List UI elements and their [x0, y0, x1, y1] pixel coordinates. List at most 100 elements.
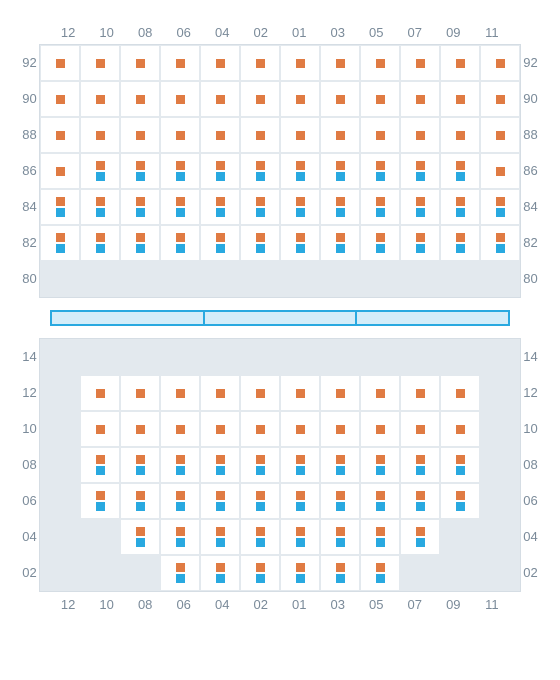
- seat-cell[interactable]: [160, 483, 200, 519]
- seat-cell[interactable]: [440, 483, 480, 519]
- seat-cell[interactable]: [440, 411, 480, 447]
- seat-cell[interactable]: [280, 483, 320, 519]
- seat-cell[interactable]: [280, 225, 320, 261]
- seat-cell[interactable]: [360, 519, 400, 555]
- seat-cell[interactable]: [280, 45, 320, 81]
- seat-cell[interactable]: [200, 555, 240, 591]
- seat-cell[interactable]: [440, 117, 480, 153]
- seat-cell[interactable]: [120, 483, 160, 519]
- seat-cell[interactable]: [440, 153, 480, 189]
- seat-cell[interactable]: [440, 225, 480, 261]
- seat-cell[interactable]: [400, 375, 440, 411]
- seat-cell[interactable]: [240, 411, 280, 447]
- seat-cell[interactable]: [120, 411, 160, 447]
- seat-cell[interactable]: [200, 411, 240, 447]
- seat-cell[interactable]: [240, 375, 280, 411]
- seat-cell[interactable]: [160, 45, 200, 81]
- seat-cell[interactable]: [200, 153, 240, 189]
- seat-cell[interactable]: [400, 117, 440, 153]
- seat-cell[interactable]: [360, 555, 400, 591]
- seat-cell[interactable]: [240, 81, 280, 117]
- seat-cell[interactable]: [160, 189, 200, 225]
- seat-cell[interactable]: [40, 189, 80, 225]
- seat-cell[interactable]: [280, 153, 320, 189]
- seat-cell[interactable]: [80, 375, 120, 411]
- seat-cell[interactable]: [320, 153, 360, 189]
- seat-cell[interactable]: [280, 375, 320, 411]
- seat-cell[interactable]: [80, 153, 120, 189]
- seat-cell[interactable]: [240, 555, 280, 591]
- seat-cell[interactable]: [360, 447, 400, 483]
- seat-cell[interactable]: [160, 225, 200, 261]
- seat-cell[interactable]: [200, 483, 240, 519]
- seat-cell[interactable]: [280, 411, 320, 447]
- seat-cell[interactable]: [200, 189, 240, 225]
- seat-cell[interactable]: [360, 483, 400, 519]
- seat-cell[interactable]: [160, 519, 200, 555]
- seat-cell[interactable]: [240, 189, 280, 225]
- seat-cell[interactable]: [320, 81, 360, 117]
- seat-cell[interactable]: [280, 519, 320, 555]
- seat-cell[interactable]: [320, 483, 360, 519]
- seat-cell[interactable]: [80, 45, 120, 81]
- seat-cell[interactable]: [440, 81, 480, 117]
- seat-cell[interactable]: [320, 411, 360, 447]
- seat-cell[interactable]: [360, 81, 400, 117]
- seat-cell[interactable]: [40, 45, 80, 81]
- seat-cell[interactable]: [200, 117, 240, 153]
- seat-cell[interactable]: [120, 189, 160, 225]
- seat-cell[interactable]: [240, 45, 280, 81]
- seat-cell[interactable]: [400, 447, 440, 483]
- seat-cell[interactable]: [360, 117, 400, 153]
- seat-cell[interactable]: [160, 81, 200, 117]
- seat-cell[interactable]: [200, 81, 240, 117]
- seat-cell[interactable]: [280, 447, 320, 483]
- seat-cell[interactable]: [40, 153, 80, 189]
- seat-cell[interactable]: [80, 189, 120, 225]
- seat-cell[interactable]: [240, 519, 280, 555]
- seat-cell[interactable]: [280, 189, 320, 225]
- seat-cell[interactable]: [400, 225, 440, 261]
- seat-cell[interactable]: [400, 153, 440, 189]
- seat-cell[interactable]: [120, 45, 160, 81]
- seat-cell[interactable]: [160, 447, 200, 483]
- seat-cell[interactable]: [480, 225, 520, 261]
- seat-cell[interactable]: [320, 555, 360, 591]
- seat-cell[interactable]: [160, 411, 200, 447]
- seat-cell[interactable]: [400, 81, 440, 117]
- seat-cell[interactable]: [440, 189, 480, 225]
- seat-cell[interactable]: [320, 375, 360, 411]
- seat-cell[interactable]: [120, 225, 160, 261]
- seat-cell[interactable]: [360, 375, 400, 411]
- seat-cell[interactable]: [440, 447, 480, 483]
- seat-cell[interactable]: [400, 45, 440, 81]
- seat-cell[interactable]: [160, 117, 200, 153]
- seat-cell[interactable]: [40, 225, 80, 261]
- seat-cell[interactable]: [80, 447, 120, 483]
- seat-cell[interactable]: [400, 519, 440, 555]
- seat-cell[interactable]: [40, 117, 80, 153]
- seat-cell[interactable]: [120, 447, 160, 483]
- seat-cell[interactable]: [480, 45, 520, 81]
- seat-cell[interactable]: [240, 153, 280, 189]
- seat-cell[interactable]: [240, 117, 280, 153]
- seat-cell[interactable]: [160, 555, 200, 591]
- seat-cell[interactable]: [360, 153, 400, 189]
- seat-cell[interactable]: [320, 45, 360, 81]
- seat-cell[interactable]: [200, 519, 240, 555]
- seat-cell[interactable]: [360, 189, 400, 225]
- seat-cell[interactable]: [440, 375, 480, 411]
- seat-cell[interactable]: [480, 189, 520, 225]
- seat-cell[interactable]: [440, 45, 480, 81]
- seat-cell[interactable]: [280, 117, 320, 153]
- seat-cell[interactable]: [240, 447, 280, 483]
- seat-cell[interactable]: [80, 117, 120, 153]
- seat-cell[interactable]: [320, 225, 360, 261]
- seat-cell[interactable]: [400, 411, 440, 447]
- seat-cell[interactable]: [320, 117, 360, 153]
- seat-cell[interactable]: [240, 483, 280, 519]
- seat-cell[interactable]: [320, 519, 360, 555]
- seat-cell[interactable]: [200, 45, 240, 81]
- seat-cell[interactable]: [480, 153, 520, 189]
- seat-cell[interactable]: [80, 411, 120, 447]
